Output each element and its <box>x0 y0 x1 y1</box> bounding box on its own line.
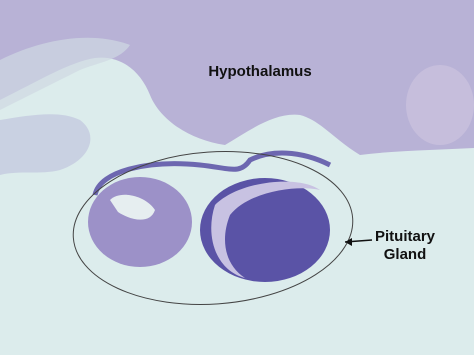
tissue-lobe <box>406 65 474 145</box>
membrane <box>0 37 130 110</box>
label-hypothalamus: Hypothalamus <box>208 63 311 80</box>
cleft <box>211 181 320 278</box>
posterior-pituitary <box>88 177 192 267</box>
cavity <box>110 194 155 220</box>
label-pituitary: Pituitary <box>375 228 436 245</box>
label-gland: Gland <box>384 246 427 263</box>
hypothalamus-tissue <box>0 0 474 155</box>
stalk <box>92 150 332 196</box>
arrow-head <box>345 238 352 246</box>
meninges <box>0 114 91 175</box>
outline-ellipse <box>72 151 354 305</box>
